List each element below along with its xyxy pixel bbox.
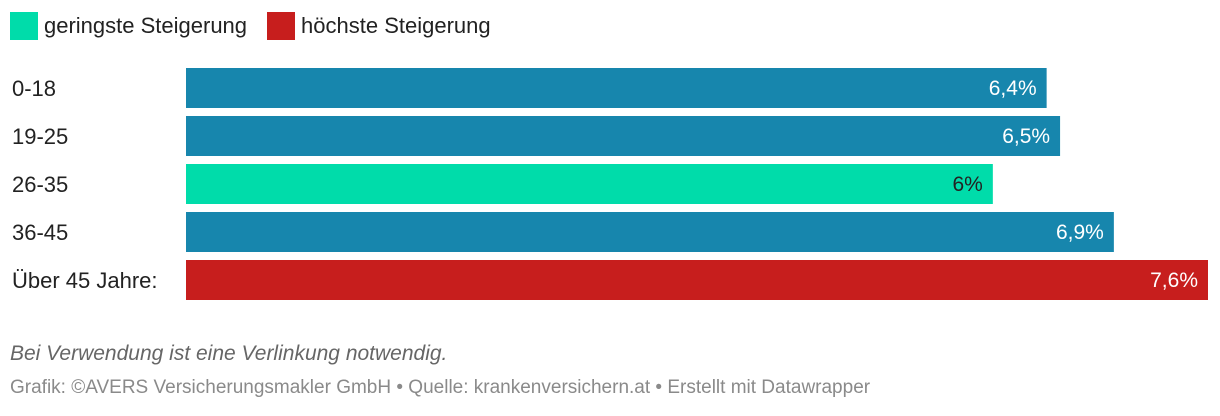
category-label: 0-18 <box>12 76 56 101</box>
legend-swatch-highest <box>267 12 296 40</box>
value-label: 6,5% <box>1002 125 1050 148</box>
category-label: Über 45 Jahre: <box>12 268 158 293</box>
value-label: 7,6% <box>1150 269 1198 292</box>
legend-label-lowest: geringste Steigerung <box>44 13 248 38</box>
value-label: 6,9% <box>1056 221 1104 244</box>
value-label: 6% <box>952 173 982 196</box>
category-label: 36-45 <box>12 220 68 245</box>
chart-footer: Grafik: ©AVERS Versicherungsmakler GmbH … <box>10 377 871 398</box>
legend-swatch-lowest <box>10 12 38 40</box>
legend: geringste Steigerung höchste Steigerung <box>10 11 511 41</box>
legend-item-lowest: geringste Steigerung <box>10 12 247 40</box>
category-label: 19-25 <box>12 124 68 149</box>
bar <box>186 164 993 204</box>
bar-chart: 0-18 6,4% 19-25 6,5% 26-35 6% 36-45 6,9% Über 45… <box>12 68 1208 300</box>
bar <box>186 212 1114 252</box>
chart-notes: Bei Verwendung ist eine Verlinkung notwe… <box>10 342 448 365</box>
category-label: 26-35 <box>12 172 68 197</box>
bar <box>186 116 1061 156</box>
bar <box>186 68 1047 108</box>
legend-item-highest: höchste Steigerung <box>267 12 491 40</box>
bar <box>186 260 1208 300</box>
value-label: 6,4% <box>989 77 1037 100</box>
legend-label-highest: höchste Steigerung <box>301 13 491 38</box>
